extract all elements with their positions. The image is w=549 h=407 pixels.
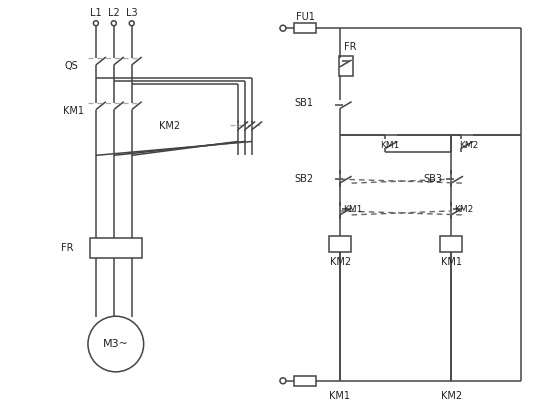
Circle shape: [93, 21, 98, 26]
Circle shape: [280, 25, 286, 31]
Text: KM2: KM2: [159, 120, 180, 131]
Text: FR: FR: [61, 243, 74, 253]
Circle shape: [280, 378, 286, 384]
Text: L3: L3: [126, 8, 138, 18]
Text: KM1: KM1: [380, 141, 400, 150]
Bar: [329, 236, 351, 252]
Bar: [339, 56, 352, 76]
Text: QS: QS: [64, 61, 78, 71]
Text: FR: FR: [344, 42, 356, 52]
Text: KM1: KM1: [329, 391, 350, 400]
Text: M3~: M3~: [103, 339, 129, 349]
Text: KM1: KM1: [63, 106, 84, 116]
Text: KM2: KM2: [330, 256, 351, 267]
Text: L2: L2: [108, 8, 120, 18]
Text: SB1: SB1: [294, 98, 313, 108]
Text: SB2: SB2: [294, 174, 313, 184]
Circle shape: [129, 21, 134, 26]
Text: SB3: SB3: [423, 174, 442, 184]
Circle shape: [111, 21, 116, 26]
Text: FU1: FU1: [296, 12, 315, 22]
Bar: [294, 23, 316, 33]
Bar: [294, 376, 316, 386]
Text: KM2: KM2: [440, 391, 462, 400]
Circle shape: [88, 316, 144, 372]
Text: KM2: KM2: [459, 141, 478, 150]
Text: KM2: KM2: [454, 206, 473, 214]
Text: KM1: KM1: [343, 206, 362, 214]
Text: L1: L1: [90, 8, 102, 18]
Text: KM1: KM1: [441, 256, 462, 267]
Bar: [90, 238, 142, 258]
Bar: [440, 236, 462, 252]
